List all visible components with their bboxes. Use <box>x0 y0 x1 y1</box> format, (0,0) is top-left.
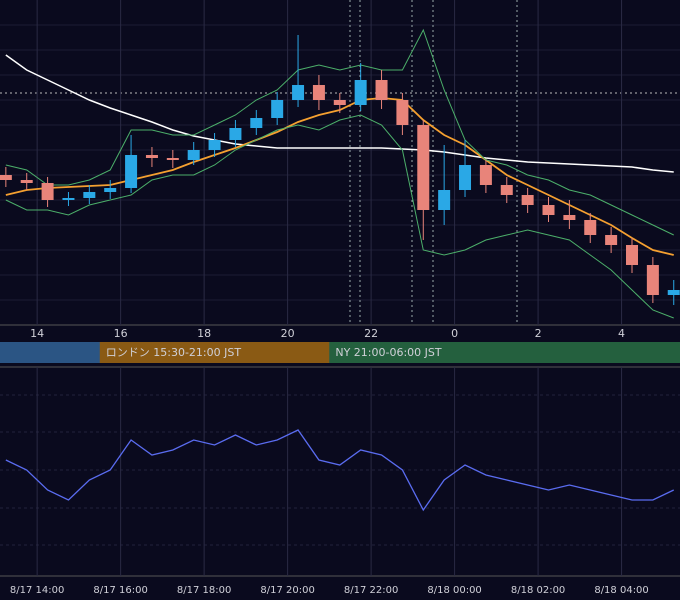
candle-body <box>333 100 346 105</box>
candle-body <box>667 290 680 295</box>
x-tick-label: 8/17 14:00 <box>10 585 64 596</box>
x-tick-label: 0 <box>451 327 458 340</box>
x-tick-label: 4 <box>618 327 625 340</box>
candle-body <box>354 80 367 105</box>
candle-body <box>41 183 54 200</box>
candle-body <box>375 80 388 100</box>
candle-body <box>125 155 138 188</box>
oscillator-line <box>5 429 675 512</box>
indicator-line <box>5 54 674 173</box>
candle-body <box>62 198 75 200</box>
candle-body <box>250 118 263 128</box>
x-tick-label: 8/17 20:00 <box>260 585 314 596</box>
session-label: NY 21:00-06:00 JST <box>335 346 442 359</box>
x-tick-label: 8/18 00:00 <box>427 585 481 596</box>
candle-body <box>438 190 451 210</box>
candle-body <box>625 245 638 265</box>
candle-body <box>83 192 96 198</box>
x-tick-label: 8/18 02:00 <box>511 585 565 596</box>
session <box>99 342 330 363</box>
candle-body <box>584 220 597 235</box>
candle-body <box>187 150 200 160</box>
x-tick-label: 8/18 04:00 <box>594 585 648 596</box>
candle-body <box>563 215 576 220</box>
x-tick-label: 20 <box>281 327 295 340</box>
x-tick-label: 18 <box>197 327 211 340</box>
candle-body <box>500 185 513 195</box>
x-tick-label: 8/17 22:00 <box>344 585 398 596</box>
candle-body <box>479 165 492 185</box>
candle-body <box>145 155 158 158</box>
indicator-line <box>5 114 674 319</box>
candle-body <box>166 158 179 160</box>
candle-body <box>292 85 305 100</box>
candle-body <box>0 175 12 180</box>
session <box>329 342 680 363</box>
x-tick-label: 8/17 16:00 <box>93 585 147 596</box>
x-tick-label: 16 <box>114 327 128 340</box>
indicator-line <box>5 28 674 236</box>
x-tick-label: 22 <box>364 327 378 340</box>
candle-body <box>417 125 430 210</box>
candle-body <box>208 140 221 150</box>
candle-body <box>104 188 117 192</box>
session-label: ロンドン 15:30-21:00 JST <box>106 346 242 359</box>
candle-body <box>542 205 555 215</box>
candle-body <box>459 165 472 190</box>
candle-body <box>521 195 534 205</box>
candle-body <box>312 85 325 100</box>
candle-body <box>229 128 242 140</box>
candle-body <box>646 265 659 295</box>
candle-body <box>271 100 284 118</box>
x-tick-label: 8/17 18:00 <box>177 585 231 596</box>
x-tick-label: 14 <box>30 327 44 340</box>
candle-body <box>396 100 409 125</box>
x-tick-label: 2 <box>535 327 542 340</box>
candle-body <box>20 180 33 183</box>
candle-body <box>605 235 618 245</box>
